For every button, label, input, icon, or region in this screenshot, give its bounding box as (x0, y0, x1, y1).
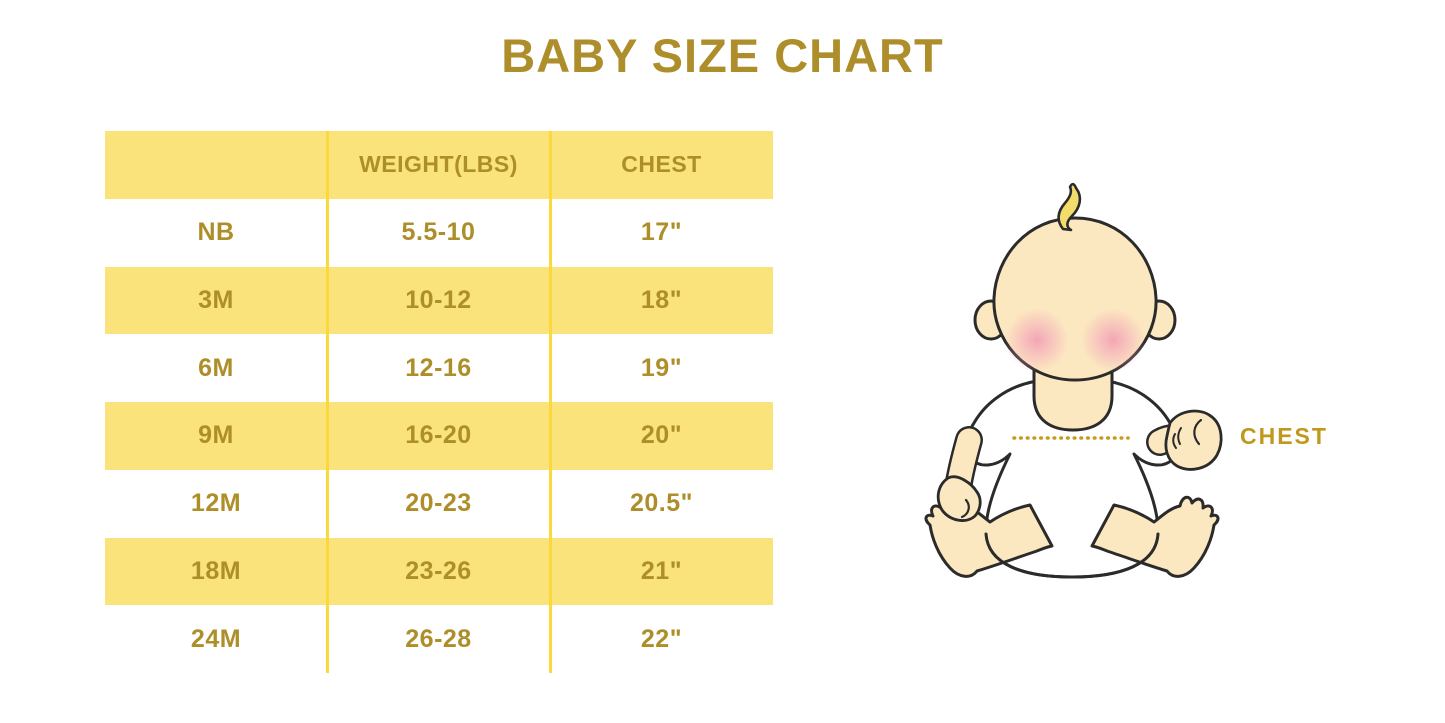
chest-measurement-label: CHEST (1240, 423, 1328, 449)
table-header-weight: WEIGHT(LBS) (327, 131, 550, 199)
baby-drawing (924, 182, 1223, 579)
table-cell-chest: 20" (550, 402, 773, 470)
baby-left-cheek (1005, 308, 1069, 372)
table-cell-size: 18M (105, 537, 327, 606)
table-cell-weight: 12-16 (327, 334, 550, 402)
table-cell-weight: 16-20 (327, 402, 550, 470)
table-cell-weight: 26-28 (327, 605, 550, 673)
baby-right-fist-thumb-line (1193, 418, 1203, 446)
table-cell-chest: 17" (550, 198, 773, 267)
size-chart-table: WEIGHT(LBS) CHEST NB 5.5-10 17" 3M 10-12… (105, 131, 773, 673)
baby-right-fist-finger-line (1172, 427, 1182, 449)
table-cell-weight: 5.5-10 (327, 198, 550, 267)
table-header-size (105, 131, 327, 199)
table-cell-size: 6M (105, 334, 327, 402)
table-cell-chest: 20.5" (550, 469, 773, 538)
table-cell-weight: 10-12 (327, 266, 550, 335)
page-title: BABY SIZE CHART (501, 29, 944, 82)
baby-right-fist (1164, 409, 1223, 471)
table-cell-size: NB (105, 198, 327, 267)
onesie-hem-line (984, 532, 1160, 579)
baby-left-hand (936, 475, 982, 522)
table-cell-size: 9M (105, 402, 327, 470)
table-cell-chest: 19" (550, 334, 773, 402)
baby-right-cheek (1081, 308, 1145, 372)
table-cell-chest: 22" (550, 605, 773, 673)
table-cell-size: 12M (105, 469, 327, 538)
baby-right-leg (1090, 495, 1220, 578)
baby-left-hand-finger-line (960, 498, 970, 519)
baby-illustration: CHEST (870, 170, 1370, 630)
table-cell-size: 3M (105, 266, 327, 335)
column-divider-2 (549, 131, 552, 673)
column-divider-1 (326, 131, 329, 673)
table-cell-size: 24M (105, 605, 327, 673)
table-cell-weight: 23-26 (327, 537, 550, 606)
table-cell-weight: 20-23 (327, 469, 550, 538)
table-header-chest: CHEST (550, 131, 773, 199)
baby-hair (1057, 182, 1082, 232)
table-cell-chest: 21" (550, 537, 773, 606)
table-cell-chest: 18" (550, 266, 773, 335)
